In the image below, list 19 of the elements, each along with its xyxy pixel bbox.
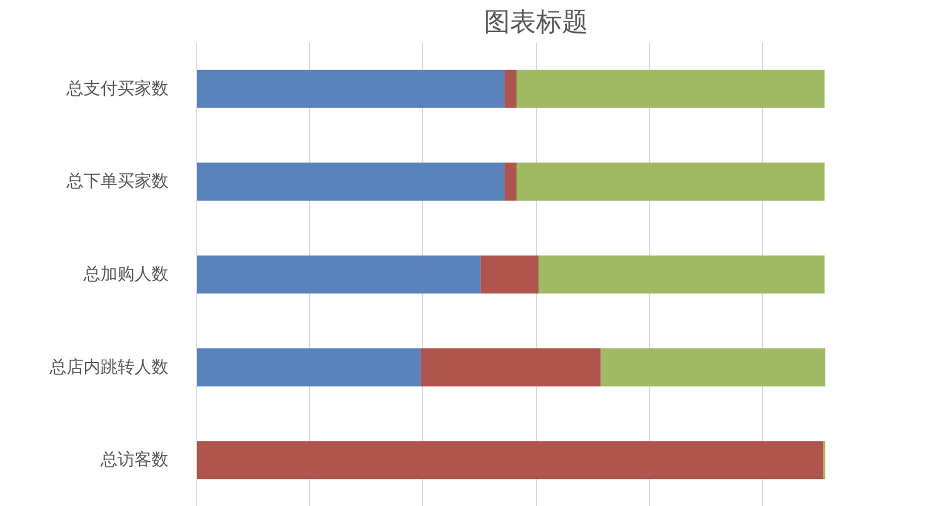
y-tick-label: 总加购人数 bbox=[82, 264, 168, 284]
y-tick-label: 总支付买家数 bbox=[66, 78, 168, 99]
chart-title: 图表标题 bbox=[484, 8, 588, 38]
bar bbox=[480, 255, 539, 294]
bar bbox=[196, 348, 421, 386]
bar bbox=[538, 255, 825, 294]
bar bbox=[516, 70, 825, 108]
bar bbox=[196, 70, 505, 108]
bar bbox=[196, 441, 824, 480]
bar bbox=[516, 162, 825, 201]
bar bbox=[196, 162, 505, 201]
bar bbox=[196, 255, 481, 294]
y-tick-label: 总店内跳转人数 bbox=[48, 357, 168, 378]
bar bbox=[420, 348, 601, 386]
bar bbox=[600, 348, 826, 386]
bar bbox=[504, 70, 517, 108]
bar bbox=[504, 162, 517, 201]
y-tick-label: 总访客数 bbox=[100, 450, 168, 470]
y-tick-label: 总下单买家数 bbox=[66, 172, 168, 192]
